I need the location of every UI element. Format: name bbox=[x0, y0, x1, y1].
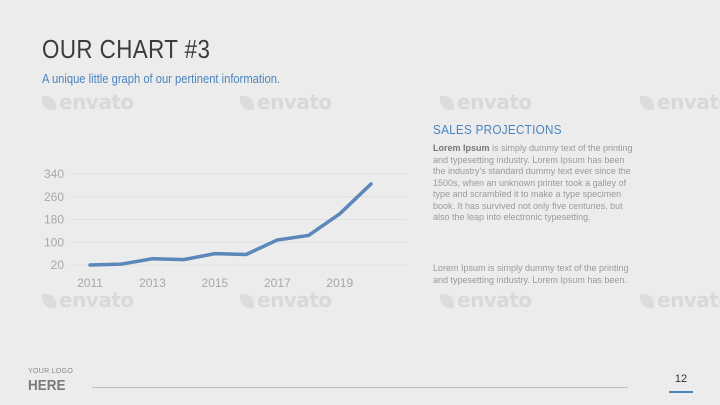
body-paragraph-2: Lorem Ipsum is simply dummy text of the … bbox=[433, 263, 629, 285]
y-tick-label: 100 bbox=[44, 235, 64, 249]
watermark: envato bbox=[440, 90, 532, 114]
y-tick-label: 20 bbox=[51, 258, 65, 272]
slide-subtitle: A unique little graph of our pertinent i… bbox=[42, 71, 281, 86]
watermark: envato bbox=[440, 288, 532, 312]
watermark: envato bbox=[42, 288, 134, 312]
series-line bbox=[88, 182, 373, 267]
y-tick-label: 260 bbox=[44, 190, 64, 204]
page-number-underline bbox=[669, 391, 693, 393]
paragraph-lead: Lorem Ipsum bbox=[433, 143, 490, 153]
watermark: envato bbox=[240, 288, 332, 312]
x-tick-label: 2011 bbox=[77, 276, 103, 290]
watermark: envato bbox=[42, 90, 134, 114]
footer-divider bbox=[92, 387, 628, 388]
watermark: envato bbox=[240, 90, 332, 114]
logo-caption: YOUR LOGO bbox=[28, 368, 74, 375]
x-tick-label: 2017 bbox=[264, 276, 291, 290]
x-tick-label: 2013 bbox=[139, 276, 166, 290]
y-tick-label: 180 bbox=[44, 213, 64, 227]
x-tick-label: 2015 bbox=[202, 276, 229, 290]
y-tick-label: 340 bbox=[44, 167, 64, 181]
x-tick-label: 2019 bbox=[326, 276, 353, 290]
side-heading: SALES PROJECTIONS bbox=[433, 122, 562, 137]
body-paragraph: Lorem Ipsum is simply dummy text of the … bbox=[433, 143, 633, 224]
logo-text: HERE bbox=[28, 377, 66, 394]
slide-title: OUR CHART #3 bbox=[42, 34, 211, 64]
paragraph-body: is simply dummy text of the printing and… bbox=[433, 143, 633, 222]
watermark: envato bbox=[640, 90, 720, 114]
watermark: envato bbox=[640, 288, 720, 312]
line-chart: 20 100 180 260 340 2011 2013 2015 2017 2019 bbox=[44, 167, 406, 290]
page-number: 12 bbox=[674, 373, 688, 385]
